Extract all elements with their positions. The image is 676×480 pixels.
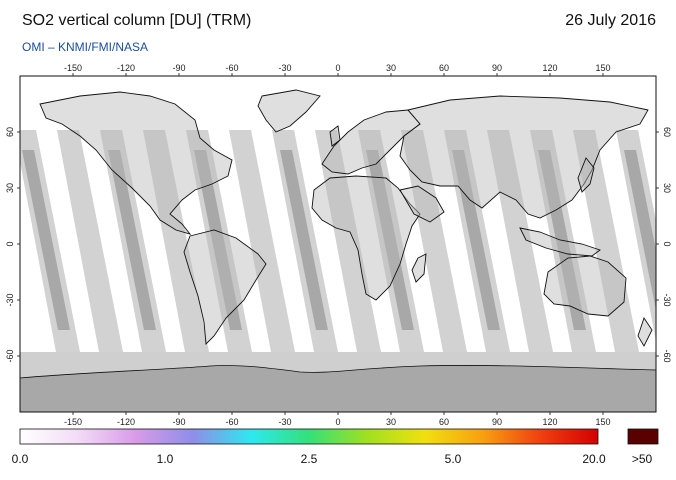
lat-label-right: 0 [662, 241, 672, 246]
lat-label-left: 60 [5, 127, 15, 137]
orbit-gap-swath [143, 130, 209, 352]
greenland [257, 89, 321, 133]
longitude-ticks-top: -150 -120 -90 -60 -30 0 30 60 90 120 150 [64, 63, 611, 76]
colorbar-label-4: 20.0 [582, 452, 606, 466]
north-america [39, 91, 233, 235]
lon-label-top: 90 [492, 63, 502, 73]
lat-label-right: 30 [662, 183, 672, 193]
africa [311, 175, 421, 301]
continent-outlines [39, 89, 653, 347]
longitude-ticks-bottom: -150 -120 -90 -60 -30 0 30 60 90 120 150 [64, 412, 611, 427]
orbit-gap-swath-dark [280, 150, 328, 330]
data-credit: OMI – KNMI/FMI/NASA [22, 40, 149, 54]
latitude-ticks-left: 60 30 0 -30 -60 [5, 127, 20, 363]
colorbar-gradient [19, 428, 599, 445]
lon-label-bottom: 30 [386, 417, 396, 427]
lon-label-top: 120 [542, 63, 557, 73]
antarctica [20, 365, 656, 412]
lat-label-right: 60 [662, 127, 672, 137]
lon-label-top: -90 [172, 63, 185, 73]
orbit-gap-swath [315, 130, 381, 352]
australia [543, 255, 627, 317]
british-isles [329, 125, 341, 147]
lon-label-top: 0 [335, 63, 340, 73]
madagascar [411, 253, 427, 283]
orbit-gap-swath [401, 130, 467, 352]
colorbar-label-0: 0.0 [11, 452, 29, 466]
orbit-gap-swath [616, 130, 656, 342]
orbit-gap-swath-dark [624, 150, 656, 310]
colorbar-overflow-label: >50 [631, 452, 653, 466]
map-date: 26 July 2016 [565, 12, 656, 29]
lon-label-bottom: 60 [439, 417, 449, 427]
maritime-southeast-asia [519, 227, 601, 257]
colorbar-overflow-swatch [627, 428, 659, 445]
lon-label-top: -30 [278, 63, 291, 73]
orbit-swaths [20, 130, 656, 352]
lon-label-top: -150 [64, 63, 82, 73]
colorbar-label-1: 1.0 [156, 452, 174, 466]
colorbar-label-3: 5.0 [444, 452, 462, 466]
lat-label-left: 0 [5, 241, 15, 246]
lon-label-bottom: -30 [278, 417, 291, 427]
colorbar-label-2: 2.5 [300, 452, 318, 466]
new-zealand [637, 316, 653, 347]
south-america [183, 229, 267, 345]
lon-label-bottom: 0 [335, 417, 340, 427]
orbit-gap-swath-dark [194, 150, 242, 330]
lat-label-left: 30 [5, 183, 15, 193]
lon-label-bottom: -60 [225, 417, 238, 427]
map-area [20, 76, 656, 412]
latitude-ticks-right: 60 30 0 -30 -60 [656, 127, 672, 363]
orbit-gap-swath-dark [22, 150, 70, 330]
arabian-peninsula [399, 185, 445, 223]
lon-label-top: 30 [386, 63, 396, 73]
lon-label-bottom: 120 [542, 417, 557, 427]
map-title: SO2 vertical column [DU] (TRM) [22, 12, 252, 29]
lon-label-bottom: -150 [64, 417, 82, 427]
lon-label-bottom: 150 [595, 417, 610, 427]
orbit-gap-swath-dark [452, 150, 500, 330]
lon-label-top: 60 [439, 63, 449, 73]
lat-label-right: -60 [662, 349, 672, 362]
asia [399, 95, 649, 219]
lat-label-left: -60 [5, 349, 15, 362]
orbit-gap-swath [57, 130, 123, 352]
orbit-gap-swath [487, 130, 553, 352]
orbit-gap-swath [573, 130, 639, 352]
lon-label-bottom: 90 [492, 417, 502, 427]
orbit-gap-swath-dark [366, 150, 414, 330]
lon-label-bottom: -120 [117, 417, 135, 427]
japan [577, 157, 595, 193]
lat-label-right: -30 [662, 293, 672, 306]
orbit-gap-swath [229, 130, 295, 352]
orbit-gap-swath-dark [108, 150, 156, 330]
lon-label-bottom: -90 [172, 417, 185, 427]
lat-label-left: -30 [5, 293, 15, 306]
lon-label-top: -60 [225, 63, 238, 73]
lon-label-top: 150 [595, 63, 610, 73]
lon-label-top: -120 [117, 63, 135, 73]
